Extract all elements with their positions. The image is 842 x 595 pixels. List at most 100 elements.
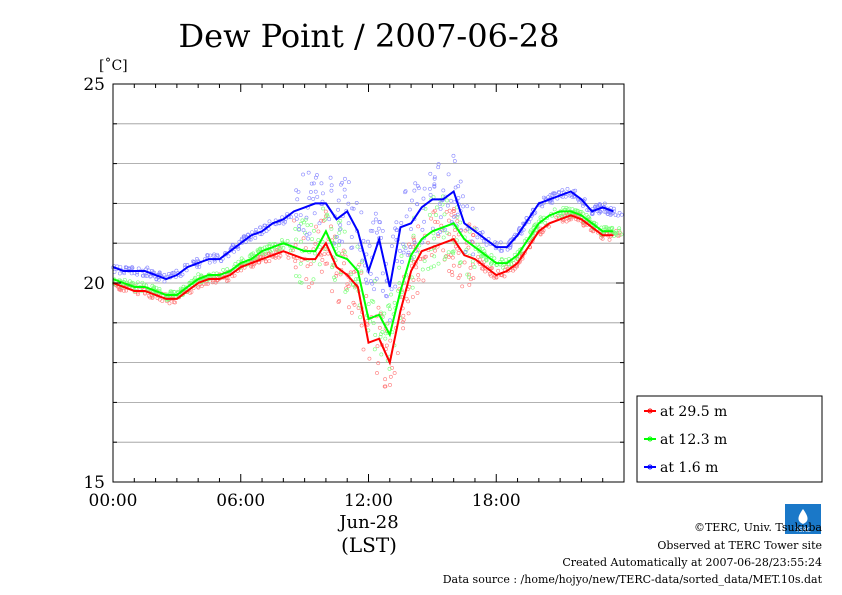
scatter-point <box>616 213 620 218</box>
scatter-point <box>456 184 461 189</box>
scatter-point <box>241 234 246 239</box>
scatter-point <box>143 273 148 278</box>
scatter-point <box>297 274 302 279</box>
scatter-point <box>368 319 373 324</box>
scatter-point <box>259 232 264 237</box>
scatter-point <box>401 313 406 318</box>
legend-box <box>636 395 823 483</box>
scatter-point <box>442 212 447 217</box>
scatter-point <box>474 227 479 231</box>
scatter-point <box>597 211 602 216</box>
scatter-point <box>359 270 364 275</box>
scatter-point <box>258 225 262 230</box>
x-axis-ticks: 00:00 06:00 12:00 18:00 <box>89 84 625 511</box>
scatter-point <box>581 211 585 216</box>
scatter-point <box>338 223 343 227</box>
scatter-point <box>293 226 298 231</box>
scatter-point <box>453 228 457 233</box>
scatter-point <box>387 307 392 312</box>
scatter-point <box>379 332 383 337</box>
x-tick-label: 00:00 <box>89 491 138 511</box>
scatter-point <box>489 253 494 258</box>
scatter-point <box>471 252 476 257</box>
scatter-point <box>117 271 122 276</box>
scatter-point <box>313 251 317 256</box>
scatter-point <box>429 216 434 221</box>
scatter-point <box>410 198 414 203</box>
scatter-point <box>420 240 425 245</box>
scatter-point <box>438 207 443 211</box>
scatter-point <box>455 219 460 224</box>
scatter-point <box>298 261 303 266</box>
scatter-point <box>484 242 489 247</box>
scatter-point <box>167 272 171 276</box>
scatter-point <box>251 264 255 269</box>
scatter-point <box>384 294 388 298</box>
scatter-point <box>399 221 404 225</box>
scatter-point <box>432 236 437 241</box>
scatter-point <box>604 210 609 214</box>
scatter-point <box>479 254 483 259</box>
scatter-point <box>346 284 351 289</box>
legend: at 29.5 m at 12.3 m at 1.6 m <box>636 395 823 483</box>
x-tick-label: 12:00 <box>344 491 393 511</box>
scatter-point <box>329 183 334 188</box>
scatter-point <box>401 317 406 322</box>
scatter-point <box>420 267 425 272</box>
scatter-point <box>178 274 183 279</box>
scatter-point <box>428 193 433 197</box>
scatter-point <box>411 233 416 238</box>
scatter-point <box>458 220 463 225</box>
scatter-point <box>543 220 548 225</box>
legend-label: at 29.5 m <box>660 404 727 420</box>
scatter-point <box>498 240 503 245</box>
scatter-point <box>446 172 451 177</box>
scatter-point <box>548 200 553 205</box>
scatter-point <box>345 288 350 292</box>
scatter-point <box>385 321 390 326</box>
scatter-point <box>375 344 380 349</box>
scatter-point <box>560 188 565 193</box>
scatter-point <box>465 227 470 232</box>
scatter-point <box>263 251 268 256</box>
scatter-point <box>136 266 141 271</box>
scatter-point <box>189 279 194 283</box>
scatter-point <box>336 207 340 212</box>
scatter-point <box>407 284 412 289</box>
scatter-point <box>376 305 381 310</box>
scatter-point <box>361 238 366 243</box>
scatter-point <box>386 304 390 309</box>
scatter-point <box>467 272 471 277</box>
scatter-point <box>462 260 467 265</box>
scatter-point <box>294 188 299 193</box>
scatter-point <box>410 285 415 290</box>
scatter-point <box>359 269 364 274</box>
scatter-point <box>423 206 428 211</box>
scatter-point <box>304 232 309 237</box>
scatter-point <box>403 189 408 194</box>
scatter-point <box>225 267 230 272</box>
scatter-point <box>307 196 312 201</box>
scatter-point <box>445 203 450 208</box>
scatter-point <box>304 277 309 282</box>
scatter-point <box>336 251 341 256</box>
scatter-point <box>617 228 622 233</box>
scatter-point <box>365 281 369 286</box>
scatter-point <box>445 198 449 203</box>
scatter-point <box>481 266 486 271</box>
scatter-point <box>313 241 318 246</box>
scatter-point <box>157 297 162 302</box>
scatter-point <box>278 253 283 258</box>
scatter-point <box>333 278 337 282</box>
scatter-point <box>432 182 437 187</box>
scatter-point <box>466 245 471 250</box>
scatter-point <box>351 206 356 211</box>
scatter-point <box>421 196 426 201</box>
source-text: Data source : /home/hojyo/new/TERC-data/… <box>443 573 823 586</box>
legend-marker <box>647 436 653 442</box>
scatter-point <box>295 197 300 202</box>
site-text: Observed at TERC Tower site <box>657 539 822 552</box>
scatter-point <box>340 239 344 244</box>
scatter-point <box>432 184 437 189</box>
scatter-point <box>154 276 159 281</box>
